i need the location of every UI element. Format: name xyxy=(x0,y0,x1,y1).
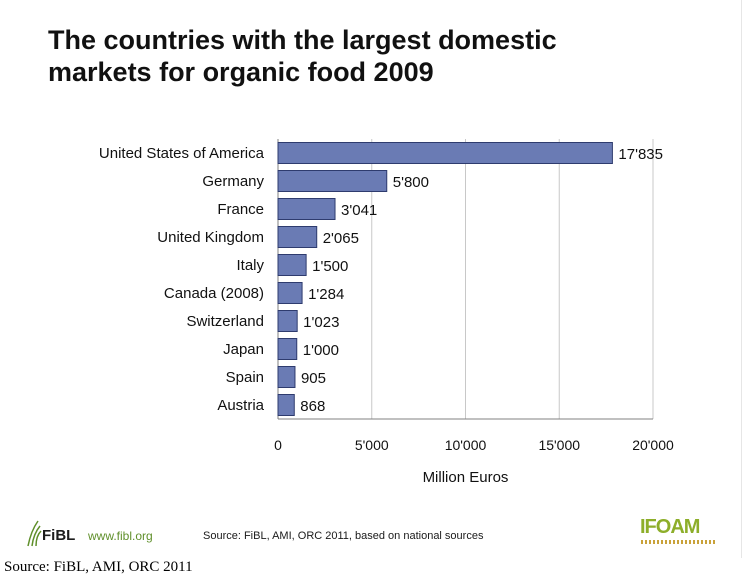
value-label-4: 2'065 xyxy=(323,230,359,247)
value-label-5: 1'500 xyxy=(312,258,348,275)
slide: The countries with the largest domestic … xyxy=(27,0,742,558)
value-label-3: 3'041 xyxy=(341,202,377,219)
value-label-10: 868 xyxy=(300,398,325,415)
value-label-6: 1'284 xyxy=(308,286,344,303)
ifoam-logo: IFOAM xyxy=(640,516,700,538)
bar-4 xyxy=(277,226,318,248)
category-label-3: France xyxy=(217,201,264,218)
category-label-7: Switzerland xyxy=(186,313,264,330)
bar-3 xyxy=(277,198,336,220)
x-axis-title: Million Euros xyxy=(423,469,509,486)
x-tick-label-5000: 5'000 xyxy=(355,437,389,453)
x-tick-label-10000: 10'000 xyxy=(445,437,487,453)
ifoam-subtitle-decoration xyxy=(641,540,715,544)
category-label-4: United Kingdom xyxy=(157,229,264,246)
bar-8 xyxy=(277,338,298,360)
x-tick-label-0: 0 xyxy=(274,437,282,453)
bar-chart: United States of America 17'835 Germany 5'8… xyxy=(99,139,674,486)
category-label-8: Japan xyxy=(223,341,264,358)
category-label-9: Spain xyxy=(226,369,264,386)
value-label-1: 17'835 xyxy=(618,146,663,163)
value-label-9: 905 xyxy=(301,370,326,387)
fibl-logo-text: FiBL xyxy=(42,527,76,544)
figure-caption: Source: FiBL, AMI, ORC 2011 xyxy=(4,559,193,575)
bar-10 xyxy=(277,394,295,416)
chart-title-line-2: markets for organic food 2009 xyxy=(48,57,434,87)
bar-5 xyxy=(277,254,307,276)
bar-2 xyxy=(277,170,388,192)
category-label-10: Austria xyxy=(217,397,264,414)
category-label-5: Italy xyxy=(236,257,264,274)
x-tick-label-15000: 15'000 xyxy=(538,437,580,453)
bar-7 xyxy=(277,310,298,332)
bar-6 xyxy=(277,282,303,304)
value-label-2: 5'800 xyxy=(393,174,429,191)
x-tick-label-20000: 20'000 xyxy=(632,437,674,453)
fibl-leaf-icon xyxy=(27,520,42,547)
bar-9 xyxy=(277,366,296,388)
value-label-8: 1'000 xyxy=(303,342,339,359)
slide-source-note: Source: FiBL, AMI, ORC 2011, based on na… xyxy=(203,530,484,542)
bar-1 xyxy=(277,142,613,164)
chart-title: The countries with the largest domestic … xyxy=(48,24,648,88)
category-label-2: Germany xyxy=(202,173,264,190)
category-label-6: Canada (2008) xyxy=(164,285,264,302)
value-label-7: 1'023 xyxy=(303,314,339,331)
chart-title-line-1: The countries with the largest domestic xyxy=(48,25,557,55)
category-label-1: United States of America xyxy=(99,145,265,162)
fibl-url: www.fibl.org xyxy=(88,529,153,543)
